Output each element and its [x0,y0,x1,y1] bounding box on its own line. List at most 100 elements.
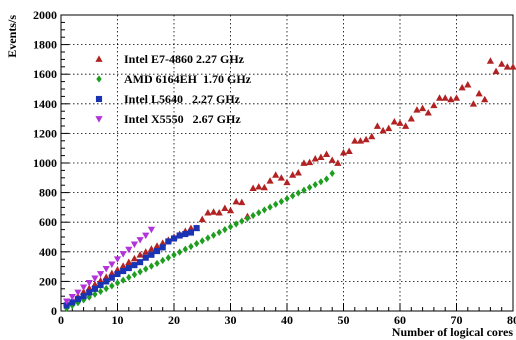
data-point-amd-6164eh [216,228,222,237]
y-tick-label: 200 [39,274,57,288]
series-x5550 [63,226,155,305]
data-point-amd-6164eh [323,175,330,183]
data-point-e7-4860 [368,132,376,140]
y-tick-label: 1000 [33,156,57,170]
data-point-e7-4860 [113,265,122,273]
data-point-amd-6164eh [182,245,188,253]
data-point-l5640 [125,265,132,272]
y-tick-label: 1600 [33,67,57,81]
data-point-e7-4860 [498,60,506,67]
series-amd-6164eh [63,169,335,312]
data-point-e7-4860 [260,183,268,191]
data-point-x5550 [119,251,127,258]
y-tick-label: 400 [39,245,57,259]
data-point-amd-6164eh [278,197,285,206]
data-point-amd-6164eh [120,276,126,284]
x-tick-labels: 0 10 20 30 40 50 60 70 80 [58,313,516,327]
data-point-x5550 [125,246,133,254]
y-tick-label: 800 [39,186,57,200]
data-point-l5640 [148,251,155,258]
data-point-e7-4860 [356,137,365,144]
data-point-l5640 [103,278,110,285]
data-point-amd-6164eh [239,217,245,225]
data-point-amd-6164eh [205,234,211,242]
data-point-amd-6164eh [295,189,301,197]
data-point-l5640 [97,282,104,289]
data-point-e7-4860 [469,100,478,107]
y-tick-labels: 0 200 400 600 800 1000 1200 1400 1600 1800 2000 [33,8,57,318]
data-point-l5640 [170,235,178,242]
data-point-amd-6164eh [109,282,115,290]
data-point-x5550 [136,237,144,244]
data-point-x5550 [96,271,105,278]
legend-marker-amd-6164eh [96,75,102,83]
data-point-l5640 [142,254,149,261]
data-point-e7-4860 [187,224,195,231]
data-point-l5640 [86,289,93,296]
data-point-e7-4860 [130,254,139,262]
data-point-amd-6164eh [273,200,279,208]
data-point-amd-6164eh [188,242,194,251]
data-point-l5640 [182,230,189,238]
legend-label-e7-4860: Intel E7-4860 2.27 GHz [124,52,245,66]
data-point-e7-4860 [249,184,257,192]
data-point-e7-4860 [294,169,302,176]
data-point-l5640 [108,274,115,281]
data-point-l5640 [165,238,172,245]
data-point-amd-6164eh [97,287,104,296]
data-point-l5640 [137,259,144,266]
data-point-e7-4860 [447,95,455,103]
data-point-amd-6164eh [318,178,324,186]
data-point-l5640 [159,244,166,251]
data-point-e7-4860 [142,248,150,255]
data-point-l5640 [153,248,161,255]
data-point-e7-4860 [339,149,348,156]
grid-lines [61,15,513,311]
data-point-e7-4860 [226,206,235,214]
data-point-e7-4860 [430,101,438,109]
legend-marker-e7-4860 [95,55,103,62]
legend-marker-x5550 [95,116,103,123]
data-point-l5640 [193,225,200,232]
data-point-x5550 [147,226,155,234]
data-point-e7-4860 [509,63,516,70]
x-tick-label: 20 [168,313,180,327]
data-point-l5640 [74,296,82,303]
data-point-l5640 [63,302,70,309]
data-point-e7-4860 [232,197,240,205]
data-point-e7-4860 [311,154,319,162]
data-point-e7-4860 [373,122,381,129]
data-point-amd-6164eh [176,248,183,256]
legend-label-x5550: Intel X5550 2.67 GHz [124,112,241,126]
data-point-e7-4860 [424,109,432,116]
data-point-amd-6164eh [227,223,234,231]
data-point-e7-4860 [413,106,421,113]
data-point-l5640 [187,229,195,236]
data-point-amd-6164eh [126,273,132,282]
data-point-e7-4860 [125,258,133,266]
data-point-e7-4860 [147,245,155,252]
data-point-e7-4860 [351,137,359,144]
data-point-e7-4860 [492,67,500,75]
data-point-e7-4860 [419,104,427,112]
data-point-x5550 [68,294,76,301]
data-point-amd-6164eh [256,209,262,217]
data-point-amd-6164eh [154,259,160,267]
data-point-e7-4860 [96,277,105,284]
x-tick-label: 50 [338,313,350,327]
data-point-amd-6164eh [92,290,98,298]
data-point-e7-4860 [435,94,444,101]
data-point-e7-4860 [300,159,308,166]
data-point-e7-4860 [464,80,472,88]
data-point-e7-4860 [159,239,167,246]
data-point-amd-6164eh [289,192,296,200]
data-point-amd-6164eh [199,237,205,245]
legend-marker-l5640 [95,95,103,103]
data-point-amd-6164eh [131,270,138,279]
data-point-e7-4860 [379,126,387,134]
legend-label-amd-6164eh: AMD 6164EH 1.70 GHz [124,72,252,86]
x-tick-label: 60 [394,313,406,327]
data-point-x5550 [74,289,82,297]
y-tick-label: 0 [51,304,57,318]
